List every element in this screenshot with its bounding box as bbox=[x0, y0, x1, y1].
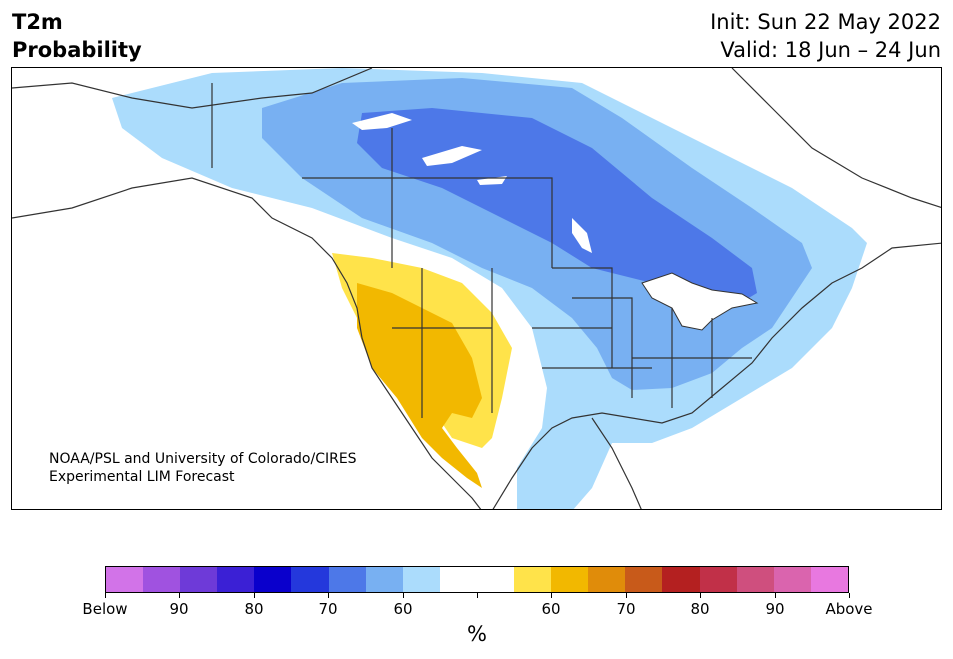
colorbar-swatch bbox=[736, 567, 774, 592]
lake-shape bbox=[422, 146, 482, 166]
colorbar-tick bbox=[477, 593, 478, 598]
colorbar-tick-label: 70 bbox=[318, 600, 338, 618]
valid-range: Valid: 18 Jun – 24 Jun bbox=[720, 38, 941, 62]
attribution-text: NOAA/PSL and University of Colorado/CIRE… bbox=[49, 450, 357, 486]
colorbar-tick bbox=[775, 593, 776, 598]
colorbar-swatch bbox=[180, 567, 218, 592]
init-date: Init: Sun 22 May 2022 bbox=[710, 10, 941, 34]
colorbar-tick-label: 60 bbox=[541, 600, 561, 618]
subtitle-label: Probability bbox=[12, 38, 142, 62]
lake-shape bbox=[352, 113, 412, 130]
colorbar-tick bbox=[849, 593, 850, 598]
colorbar-unit: % bbox=[467, 622, 487, 646]
colorbar-tick bbox=[403, 593, 404, 598]
map-title: T2m Probability bbox=[12, 8, 142, 64]
colorbar-tick-label: 90 bbox=[169, 600, 189, 618]
colorbar-swatch bbox=[810, 567, 848, 592]
lake-shape bbox=[572, 218, 592, 253]
colorbar-tick-label: 80 bbox=[690, 600, 710, 618]
colorbar-swatch bbox=[662, 567, 700, 592]
attribution-line-1: NOAA/PSL and University of Colorado/CIRE… bbox=[49, 451, 357, 467]
colorbar-swatch bbox=[514, 567, 552, 592]
colorbar-swatch bbox=[365, 567, 403, 592]
attribution-line-2: Experimental LIM Forecast bbox=[49, 469, 235, 485]
colorbar-swatch bbox=[588, 567, 626, 592]
map-canvas bbox=[12, 68, 941, 509]
colorbar-tick bbox=[179, 593, 180, 598]
colorbar-swatch bbox=[254, 567, 292, 592]
colorbar-tick bbox=[626, 593, 627, 598]
forecast-dates: Init: Sun 22 May 2022 Valid: 18 Jun – 24… bbox=[710, 8, 941, 64]
colorbar-swatch bbox=[476, 567, 515, 592]
colorbar-tick-label: Above bbox=[825, 600, 873, 618]
colorbar-tick-label: 90 bbox=[765, 600, 785, 618]
colorbar-swatch bbox=[217, 567, 255, 592]
colorbar-swatch bbox=[773, 567, 811, 592]
variable-label: T2m bbox=[12, 10, 63, 34]
colorbar-tick bbox=[551, 593, 552, 598]
colorbar-swatch bbox=[143, 567, 181, 592]
colorbar-tick-label: 70 bbox=[616, 600, 636, 618]
colorbar-swatch bbox=[106, 567, 144, 592]
colorbar-swatch bbox=[402, 567, 440, 592]
colorbar-tick bbox=[105, 593, 106, 598]
colorbar-tick bbox=[328, 593, 329, 598]
colorbar-tick-label: 80 bbox=[244, 600, 264, 618]
colorbar-swatch bbox=[699, 567, 737, 592]
colorbar bbox=[105, 566, 849, 593]
colorbar-swatch bbox=[551, 567, 589, 592]
colorbar-tick-label: 60 bbox=[393, 600, 413, 618]
colorbar-swatch bbox=[328, 567, 366, 592]
colorbar-swatch bbox=[625, 567, 663, 592]
colorbar-swatch bbox=[439, 567, 477, 592]
colorbar-tick bbox=[700, 593, 701, 598]
probability-60-70-above-region bbox=[357, 283, 482, 488]
colorbar-tick-label: Below bbox=[82, 600, 128, 618]
colorbar-tick bbox=[254, 593, 255, 598]
boundary-lines bbox=[12, 68, 941, 509]
forecast-map bbox=[11, 67, 942, 510]
colorbar-swatch bbox=[291, 567, 329, 592]
